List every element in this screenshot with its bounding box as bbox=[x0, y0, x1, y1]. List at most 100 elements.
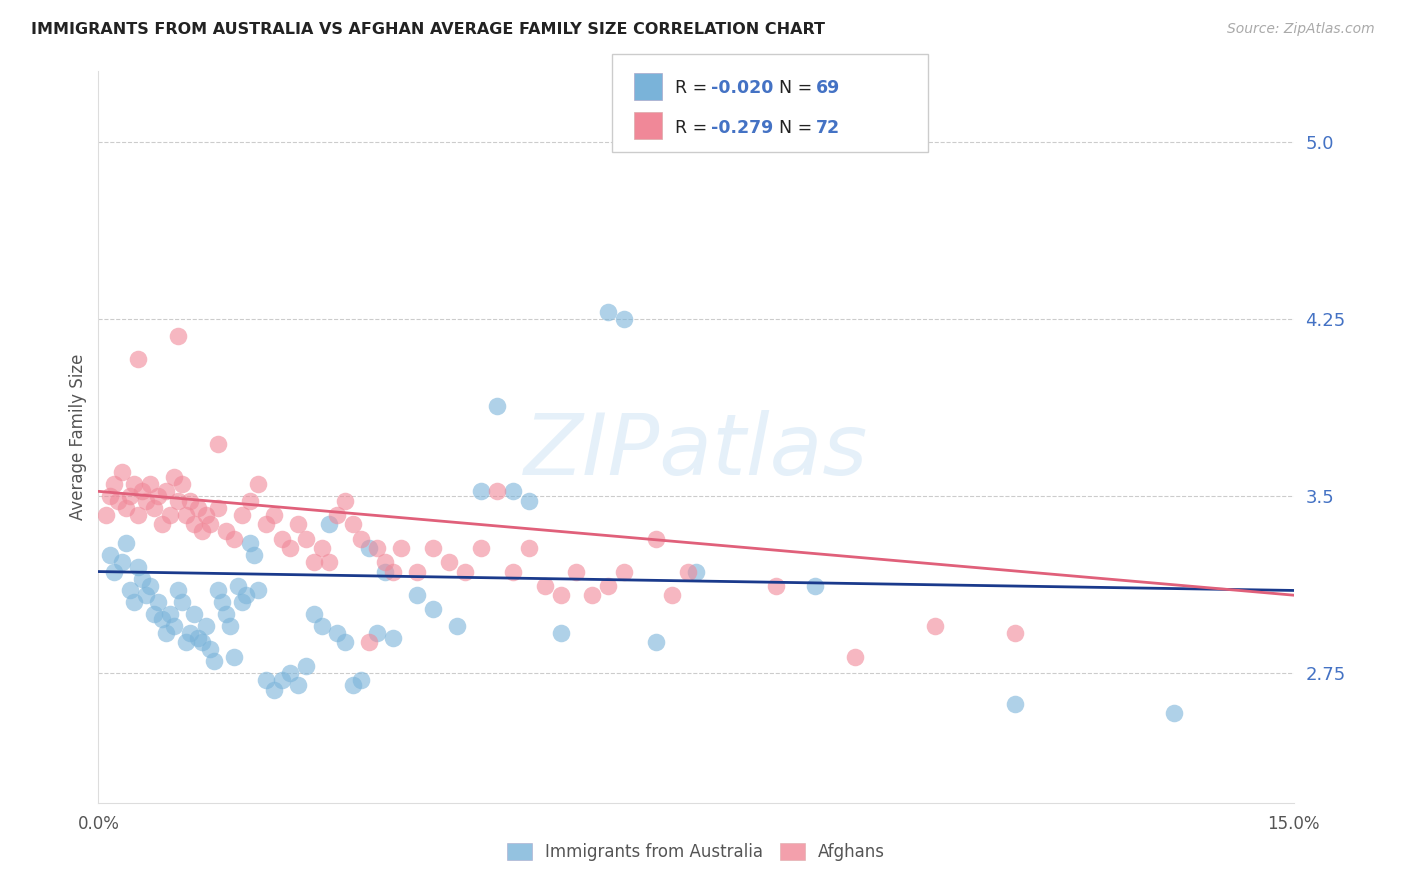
Point bbox=[187, 631, 209, 645]
Point bbox=[502, 565, 524, 579]
Point bbox=[422, 602, 444, 616]
Text: N =: N = bbox=[779, 79, 818, 97]
Point bbox=[135, 588, 157, 602]
Point bbox=[270, 532, 292, 546]
Point bbox=[163, 619, 186, 633]
Point bbox=[565, 565, 588, 579]
Point bbox=[174, 635, 197, 649]
Point bbox=[645, 635, 668, 649]
Point bbox=[470, 484, 492, 499]
Point bbox=[131, 484, 153, 499]
Point bbox=[1163, 706, 1185, 720]
Legend: Immigrants from Australia, Afghans: Immigrants from Australia, Afghans bbox=[501, 836, 891, 868]
Point bbox=[135, 493, 157, 508]
Point bbox=[263, 508, 285, 522]
Text: R =: R = bbox=[675, 79, 713, 97]
Text: IMMIGRANTS FROM AUSTRALIA VS AFGHAN AVERAGE FAMILY SIZE CORRELATION CHART: IMMIGRANTS FROM AUSTRALIA VS AFGHAN AVER… bbox=[31, 22, 825, 37]
Point bbox=[359, 541, 381, 555]
Point bbox=[107, 493, 129, 508]
Text: Source: ZipAtlas.com: Source: ZipAtlas.com bbox=[1227, 22, 1375, 37]
Point bbox=[326, 626, 349, 640]
Point bbox=[124, 595, 146, 609]
Point bbox=[350, 532, 373, 546]
Point bbox=[187, 500, 209, 515]
Point bbox=[326, 508, 349, 522]
Text: R =: R = bbox=[675, 119, 713, 136]
Point bbox=[98, 489, 122, 503]
Point bbox=[202, 654, 225, 668]
Point bbox=[115, 500, 138, 515]
Point bbox=[215, 607, 238, 621]
Point bbox=[804, 579, 827, 593]
Point bbox=[335, 635, 357, 649]
Point bbox=[359, 635, 381, 649]
Point bbox=[318, 555, 340, 569]
Point bbox=[676, 565, 699, 579]
Point bbox=[406, 588, 429, 602]
Point bbox=[454, 565, 477, 579]
Point bbox=[335, 493, 357, 508]
Point bbox=[195, 508, 218, 522]
Point bbox=[143, 500, 166, 515]
Point bbox=[207, 583, 229, 598]
Point bbox=[517, 493, 540, 508]
Point bbox=[374, 555, 396, 569]
Point bbox=[517, 541, 540, 555]
Point bbox=[222, 649, 245, 664]
Point bbox=[270, 673, 292, 687]
Point bbox=[179, 626, 201, 640]
Y-axis label: Average Family Size: Average Family Size bbox=[69, 354, 87, 520]
Point bbox=[645, 532, 668, 546]
Point bbox=[127, 559, 149, 574]
Point bbox=[342, 678, 364, 692]
Point bbox=[278, 541, 301, 555]
Point bbox=[207, 500, 229, 515]
Point bbox=[172, 477, 194, 491]
Point bbox=[115, 536, 138, 550]
Point bbox=[103, 477, 125, 491]
Point bbox=[96, 508, 118, 522]
Point bbox=[103, 565, 125, 579]
Point bbox=[422, 541, 444, 555]
Point bbox=[167, 583, 190, 598]
Point bbox=[139, 579, 162, 593]
Point bbox=[183, 607, 205, 621]
Point bbox=[382, 565, 405, 579]
Point bbox=[222, 532, 245, 546]
Point bbox=[167, 328, 190, 343]
Point bbox=[111, 555, 134, 569]
Point bbox=[183, 517, 205, 532]
Point bbox=[254, 673, 277, 687]
Point bbox=[470, 541, 492, 555]
Point bbox=[311, 541, 333, 555]
Point bbox=[389, 541, 412, 555]
Point bbox=[246, 583, 269, 598]
Point bbox=[287, 517, 309, 532]
Point bbox=[235, 588, 257, 602]
Point bbox=[150, 517, 173, 532]
Point bbox=[207, 437, 229, 451]
Point bbox=[844, 649, 866, 664]
Point bbox=[485, 400, 508, 414]
Point bbox=[98, 548, 122, 562]
Point bbox=[139, 477, 162, 491]
Point bbox=[148, 595, 170, 609]
Point bbox=[150, 612, 173, 626]
Point bbox=[198, 517, 221, 532]
Point bbox=[613, 565, 636, 579]
Point bbox=[211, 595, 233, 609]
Point bbox=[311, 619, 333, 633]
Point bbox=[127, 508, 149, 522]
Point bbox=[661, 588, 683, 602]
Point bbox=[374, 565, 396, 579]
Point bbox=[302, 555, 325, 569]
Point bbox=[231, 595, 253, 609]
Point bbox=[294, 659, 316, 673]
Point bbox=[191, 524, 214, 539]
Point bbox=[155, 626, 177, 640]
Point bbox=[254, 517, 277, 532]
Point bbox=[765, 579, 787, 593]
Point bbox=[198, 642, 221, 657]
Point bbox=[294, 532, 316, 546]
Point bbox=[159, 607, 181, 621]
